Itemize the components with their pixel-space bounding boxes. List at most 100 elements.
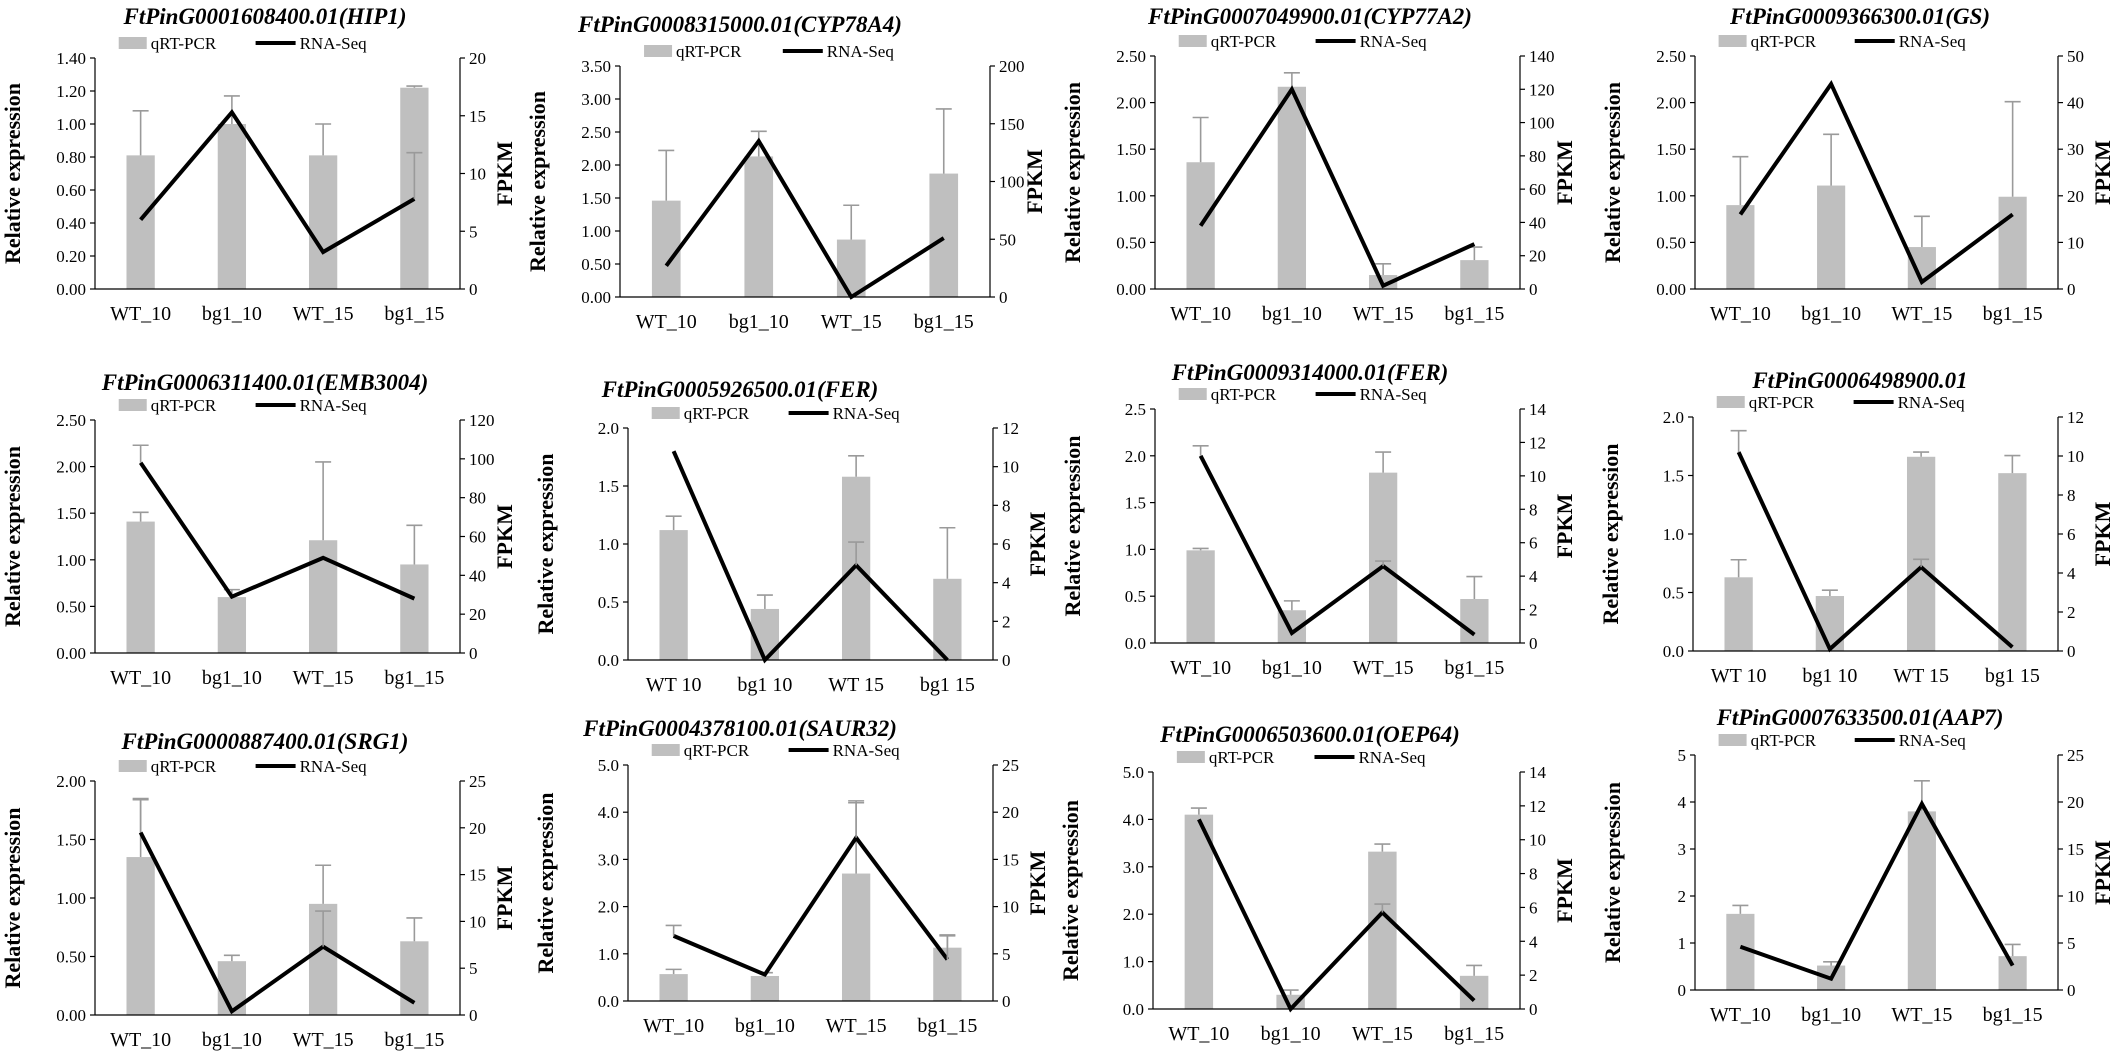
bar-qrt-pcr [126,521,155,653]
y-tick-label: 0.80 [56,148,86,167]
legend-bar-swatch [651,407,680,419]
chart-title: FtPinG0007049900.01(CYP77A2) [1147,4,1472,29]
legend-line-label: RNA-Seq [300,34,368,53]
y-axis-title: Relative expression [533,453,558,634]
y2-tick-label: 2 [1529,601,1538,620]
y2-tick-label: 0 [1529,1000,1538,1019]
y-tick-label: 3.50 [581,57,611,76]
y2-axis-title: FPKM [1552,858,1577,923]
y-tick-label: 0.0 [1123,1000,1144,1019]
y-tick-label: 1.5 [1125,494,1146,513]
x-tick-label: bg1_10 [1262,657,1322,679]
y-tick-label: 0.0 [598,651,619,670]
x-tick-label: WT_10 [1170,657,1231,679]
y-tick-label: 0.00 [56,280,86,299]
x-tick-label: bg1 15 [920,674,975,696]
x-tick-label: bg1 15 [1985,665,2040,687]
y-tick-label: 0.0 [1663,642,1684,661]
y2-tick-label: 5 [469,959,478,978]
bar-qrt-pcr [659,530,688,660]
y2-tick-label: 20 [469,605,486,624]
legend-bar-label: qRT-PCR [676,42,742,61]
y2-tick-label: 5 [1002,945,1011,964]
y2-tick-label: 15 [2067,840,2084,859]
y-tick-label: 1.00 [56,889,86,908]
y-tick-label: 2.00 [56,458,86,477]
y-tick-label: 2 [1678,887,1687,906]
y-axis-title: Relative expression [525,91,550,272]
legend-bar-swatch [118,760,147,772]
legend-line-label: RNA-Seq [833,741,901,760]
y2-tick-label: 6 [1529,898,1538,917]
legend-bar-label: qRT-PCR [151,34,217,53]
y2-tick-label: 150 [999,115,1025,134]
y2-tick-label: 0 [999,288,1008,307]
y2-tick-label: 2 [2067,603,2076,622]
y-axis-title: Relative expression [1600,82,1625,263]
bar-qrt-pcr [1998,956,2027,990]
legend-bar-label: qRT-PCR [1749,393,1815,412]
y2-tick-label: 200 [999,57,1025,76]
x-tick-label: bg1_15 [914,311,974,333]
chart-title: FtPinG0006311400.01(EMB3004) [101,370,429,395]
y2-tick-label: 15 [469,866,486,885]
y-tick-label: 5.0 [598,756,619,775]
x-tick-label: WT_10 [110,1029,171,1051]
bar-qrt-pcr [1277,86,1307,289]
y2-tick-label: 12 [2067,408,2084,427]
chart-title: FtPinG0006498900.01 [1751,368,1967,393]
x-tick-label: WT_15 [293,303,354,325]
chart-title: FtPinG0001608400.01(HIP1) [122,4,406,29]
y-tick-label: 4.0 [598,803,619,822]
y-tick-label: 0.00 [1656,280,1686,299]
y-axis-title: Relative expression [0,446,25,627]
bar-qrt-pcr [1998,473,2027,651]
legend-line-label: RNA-Seq [1358,748,1426,767]
x-tick-label: WT_10 [636,311,697,333]
bar-qrt-pcr [400,564,429,653]
y2-tick-label: 15 [1002,850,1019,869]
y2-tick-label: 10 [1002,898,1019,917]
line-rna-seq [671,450,949,664]
chart-panel: FtPinG0006311400.01(EMB3004)qRT-PCR RNA-S… [0,370,517,689]
y2-axis-title: FPKM [492,141,517,206]
chart-title: FtPinG0006503600.01(OEP64) [1159,722,1460,747]
x-tick-label: WT_10 [110,303,171,325]
y-tick-label: 1.50 [1656,140,1686,159]
chart-panel: FtPinG0007633500.01(AAP7)qRT-PCR RNA-Seq 0… [1600,705,2115,1026]
bar-qrt-pcr [126,857,155,1015]
y-tick-label: 5.0 [1123,763,1144,782]
x-tick-label: WT_15 [1353,303,1414,325]
legend-bar-swatch [1178,35,1207,47]
chart-panel: FtPinG0005926500.01(FER) qRT-PCR RNA-Seq 0.… [533,377,1050,696]
y2-tick-label: 0 [1002,992,1011,1011]
y2-tick-label: 0 [1529,280,1538,299]
y-axis-title: Relative expression [1600,782,1625,963]
line-rna-seq [138,831,416,1015]
y2-tick-label: 100 [999,173,1025,192]
bar-qrt-pcr [400,941,429,1015]
bar-qrt-pcr [1460,599,1489,643]
y-tick-label: 2.0 [598,419,619,438]
x-tick-label: WT_15 [826,1015,887,1037]
y-tick-label: 1.0 [598,945,619,964]
y-tick-label: 0.00 [56,644,86,663]
y2-tick-label: 8 [1529,500,1538,519]
y-tick-label: 1.50 [581,189,611,208]
y-axis-title: Relative expression [1058,800,1083,981]
y-tick-label: 2.0 [598,898,619,917]
line-rna-seq [1198,85,1476,289]
y-tick-label: 2.00 [56,772,86,791]
bar-qrt-pcr [308,155,338,289]
x-tick-label: bg1_10 [729,311,789,333]
chart-panel: FtPinG0007049900.01(CYP77A2) qRT-PCR RNA-S… [1060,4,1577,325]
line-rna-seq [1739,799,2015,982]
x-tick-label: WT_15 [821,311,882,333]
legend-line-label: RNA-Seq [1360,32,1428,51]
x-tick-label: WT 10 [646,674,702,696]
y2-tick-label: 0 [469,1006,478,1025]
y2-tick-label: 20 [469,49,486,68]
x-tick-label: WT_10 [1168,1023,1229,1045]
legend-line-label: RNA-Seq [300,396,368,415]
legend-bar-label: qRT-PCR [151,396,217,415]
